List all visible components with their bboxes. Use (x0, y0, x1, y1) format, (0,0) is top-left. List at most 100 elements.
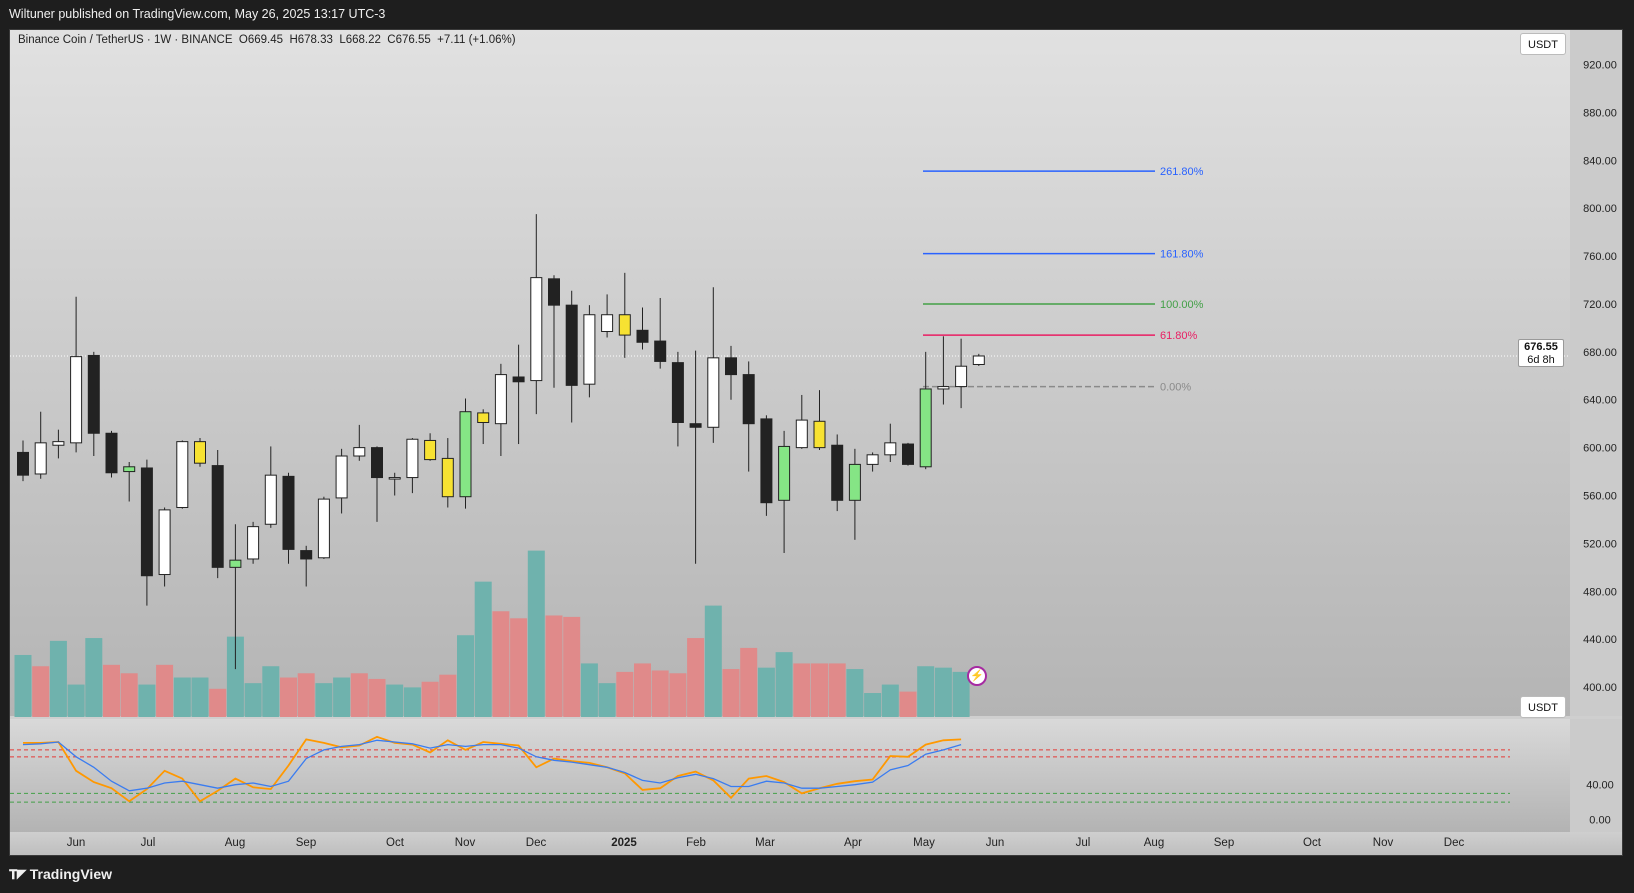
candle-body (140, 467, 153, 577)
price-tick-label: 920.00 (1583, 60, 1617, 72)
volume-bar (350, 673, 368, 717)
oscillator-line (23, 735, 962, 803)
candle-body (17, 451, 29, 476)
volume-bar (209, 688, 227, 717)
ohlc-open: O669.45 (238, 34, 284, 46)
candle-body (87, 354, 100, 434)
volume-bar (881, 684, 899, 717)
volume-bar (545, 615, 563, 717)
pane-separator[interactable] (10, 716, 1622, 719)
time-tick-label: Jul (141, 837, 156, 849)
candle-body (972, 355, 985, 365)
volume-bar (262, 666, 280, 717)
volume-bar (757, 667, 775, 717)
candle-body (406, 438, 419, 479)
candle-body (34, 442, 47, 475)
candle-body (778, 445, 791, 501)
oscillator-pane[interactable] (10, 719, 1570, 832)
volume-bar (580, 663, 598, 717)
volume-bar (315, 683, 333, 717)
candle-body (441, 457, 454, 498)
price-pane[interactable] (10, 30, 1570, 718)
volume-bar (32, 666, 50, 717)
volume-bar (527, 550, 545, 717)
fib-level-label: 100.00% (1160, 299, 1204, 311)
volume-bar (457, 635, 474, 717)
volume-bar (563, 616, 581, 717)
time-tick-label: Dec (526, 837, 547, 849)
volume-bar (297, 673, 315, 717)
time-tick-label: May (913, 837, 935, 849)
candle-body (123, 466, 136, 473)
candle-body (919, 388, 932, 468)
candle-body (388, 477, 401, 480)
volume-bar (616, 671, 634, 717)
tradingview-logo-icon: 𝐓◤ (9, 867, 27, 882)
time-tick-label: Oct (386, 837, 405, 849)
volume-bar (917, 666, 935, 717)
time-tick-label: Feb (686, 837, 706, 849)
candle-body (707, 357, 720, 428)
oscillator-currency-button[interactable]: USDT (1520, 696, 1566, 718)
time-axis[interactable] (10, 832, 1622, 855)
price-currency-button[interactable]: USDT (1520, 33, 1566, 55)
volume-bar (439, 674, 457, 717)
candle-body (530, 277, 543, 382)
price-tick-label: 760.00 (1583, 251, 1617, 263)
fib-level-label: 0.00% (1160, 382, 1191, 394)
volume-bar (368, 678, 386, 717)
last-price-value: 676.55 (1524, 341, 1558, 353)
lightning-icon[interactable]: ⚡ (967, 666, 987, 686)
volume-bar (864, 693, 882, 717)
volume-bar (793, 663, 811, 717)
price-tick-label: 480.00 (1583, 586, 1617, 598)
symbol-legend[interactable]: Binance Coin / TetherUS · 1W · BINANCE O… (18, 34, 516, 46)
candle-body (353, 447, 366, 457)
time-tick-label: Oct (1303, 837, 1322, 849)
ohlc-change: +7.11 (+1.06%) (437, 34, 516, 46)
last-price-tag: 676.55 6d 8h (1518, 339, 1564, 367)
volume-bar (634, 663, 651, 717)
volume-bar (173, 677, 191, 717)
time-tick-label: Nov (455, 837, 476, 849)
candle-body (618, 314, 631, 336)
price-tick-label: 680.00 (1583, 347, 1617, 359)
fib-level-label: 261.80% (1160, 166, 1204, 178)
candle-body (636, 329, 649, 343)
volume-bar (67, 684, 85, 717)
price-tick-label: 400.00 (1583, 682, 1617, 694)
ohlc-low: L668.22 (339, 34, 381, 46)
candle-body (583, 314, 596, 385)
candle-body (371, 447, 383, 479)
volume-bar (333, 677, 351, 717)
chart-canvas: 920.00 880.00 840.00 800.00 760.00 720.00 680.… (10, 60, 1617, 849)
candle-body (247, 526, 260, 560)
volume-bar (828, 663, 846, 717)
footer-brand[interactable]: 𝐓◤ TradingView (9, 856, 112, 892)
price-axis[interactable] (1570, 30, 1622, 832)
chart-frame[interactable]: 920.00 880.00 840.00 800.00 760.00 720.00 680.… (9, 29, 1623, 856)
time-tick-label: Dec (1444, 837, 1465, 849)
candle-body (229, 559, 242, 568)
candle-body (548, 278, 560, 306)
volume-bar (811, 663, 828, 717)
time-tick-label: Jun (986, 837, 1005, 849)
candle-body (866, 454, 879, 465)
time-tick-label: Nov (1373, 837, 1394, 849)
volume-bar (598, 683, 616, 717)
volume-bar (687, 638, 705, 717)
volume-bar (474, 581, 492, 717)
candle-body (158, 509, 171, 576)
publish-header: Wiltuner published on TradingView.com, M… (9, 7, 386, 21)
candle-body (70, 356, 83, 444)
volume-bar (120, 673, 138, 717)
time-tick-label: Mar (755, 837, 775, 849)
volume-bar (934, 667, 952, 717)
symbol-name: Binance Coin / TetherUS · 1W · BINANCE (18, 34, 233, 46)
price-tick-label: 800.00 (1583, 203, 1617, 215)
volume-bar (244, 683, 262, 717)
brand-text: TradingView (29, 866, 112, 882)
candle-body (725, 357, 737, 376)
candle-body (795, 419, 808, 449)
price-tick-label: 720.00 (1583, 299, 1617, 311)
